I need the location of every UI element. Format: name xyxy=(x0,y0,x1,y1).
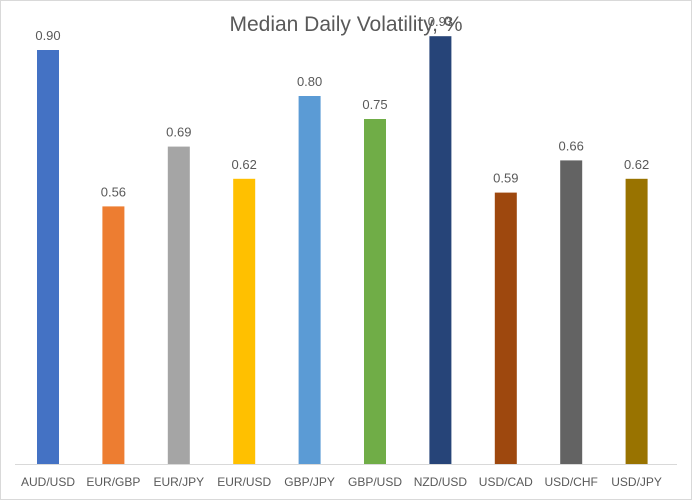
category-label-eur-jpy: EUR/JPY xyxy=(153,475,204,489)
category-label-gbp-jpy: GBP/JPY xyxy=(284,475,335,489)
value-label-aud-usd: 0.90 xyxy=(35,28,60,43)
bar-eur-gbp xyxy=(102,206,125,464)
category-label-gbp-usd: GBP/USD xyxy=(348,475,402,489)
bar-gbp-jpy xyxy=(298,96,321,464)
bar-aud-usd xyxy=(37,50,59,464)
category-label-eur-usd: EUR/USD xyxy=(217,475,271,489)
category-label-eur-gbp: EUR/GBP xyxy=(86,475,140,489)
value-label-eur-gbp: 0.56 xyxy=(101,184,126,199)
bars-group xyxy=(37,36,648,465)
chart-title: Median Daily Volatility, % xyxy=(229,13,463,36)
value-label-nzd-usd: 0.93 xyxy=(428,14,453,29)
value-label-usd-jpy: 0.62 xyxy=(624,157,649,172)
value-labels-group: 0.90 0.56 0.69 0.62 0.80 0.75 0.93 0.59 0.66 0.62 xyxy=(35,14,649,199)
category-label-usd-jpy: USD/JPY xyxy=(611,475,662,489)
value-label-gbp-usd: 0.75 xyxy=(362,97,387,112)
value-label-eur-jpy: 0.69 xyxy=(166,125,191,140)
bar-eur-usd xyxy=(233,178,256,465)
category-label-nzd-usd: NZD/USD xyxy=(414,475,468,489)
bar-nzd-usd xyxy=(429,36,452,464)
bar-usd-cad xyxy=(494,192,517,464)
value-label-usd-cad: 0.59 xyxy=(493,171,518,186)
bar-usd-chf xyxy=(560,160,583,464)
category-label-aud-usd: AUD/USD xyxy=(21,475,75,489)
value-label-eur-usd: 0.62 xyxy=(232,157,257,172)
category-labels-group: AUD/USD EUR/GBP EUR/JPY EUR/USD GBP/JPY GBP/U… xyxy=(21,475,662,489)
category-label-usd-chf: USD/CHF xyxy=(545,475,598,489)
bar-eur-jpy xyxy=(167,146,190,464)
bar-usd-jpy xyxy=(625,178,648,465)
category-label-usd-cad: USD/CAD xyxy=(479,475,533,489)
value-label-usd-chf: 0.66 xyxy=(559,138,584,153)
value-label-gbp-jpy: 0.80 xyxy=(297,74,322,89)
bar-gbp-usd xyxy=(364,119,386,464)
